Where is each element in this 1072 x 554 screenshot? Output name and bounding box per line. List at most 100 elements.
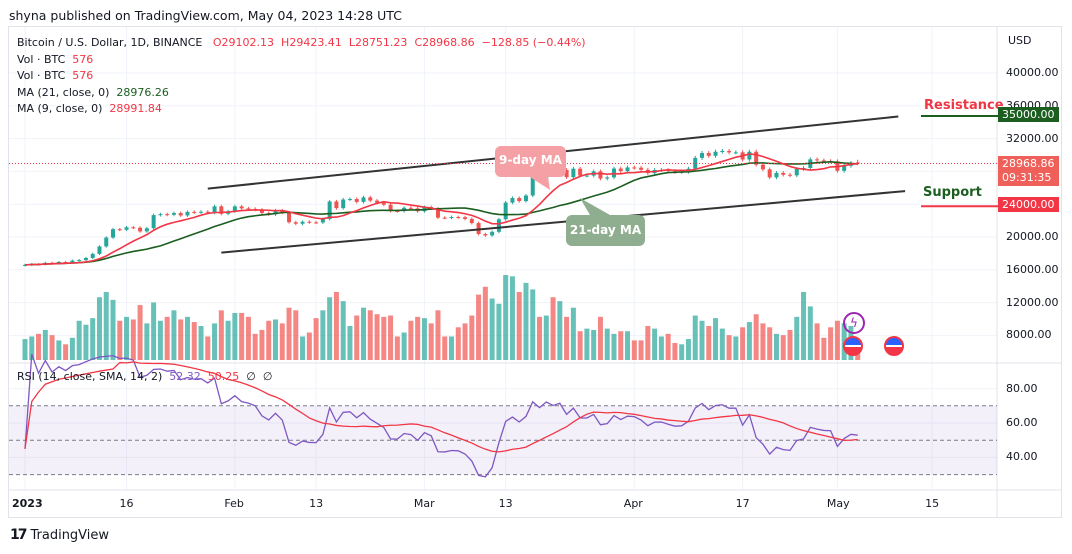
volume-bar xyxy=(638,340,644,360)
volume-bar xyxy=(76,320,82,360)
volume-bar xyxy=(787,329,793,360)
candle-body xyxy=(327,201,332,219)
ma21-value: 28976.26 xyxy=(116,86,169,99)
footer-brand[interactable]: TradingView xyxy=(30,527,110,543)
candle-body xyxy=(280,210,285,213)
candle-body xyxy=(158,214,163,216)
ma9-label: MA (9, close, 0) xyxy=(17,102,103,115)
volume-bar xyxy=(658,336,664,360)
volume-bar xyxy=(286,307,292,360)
time-tick: 13 xyxy=(498,497,513,510)
volume-bar xyxy=(455,327,461,360)
rsi-line xyxy=(24,353,858,478)
volume-bar xyxy=(245,316,251,360)
volume-bar xyxy=(279,323,285,360)
volume-bar xyxy=(516,292,522,360)
candle-body xyxy=(605,177,610,179)
price-tick: 12000.00 xyxy=(1006,295,1059,309)
volume-bar xyxy=(313,318,319,360)
symbol-title[interactable]: Bitcoin / U.S. Dollar, 1D, BINANCE xyxy=(17,36,203,49)
candle-body xyxy=(83,257,88,261)
volume-bar xyxy=(449,336,455,360)
time-tick: May xyxy=(826,497,850,510)
volume-bar xyxy=(191,322,197,360)
volume-bar xyxy=(266,320,272,360)
tradingview-logo-icon: 17 xyxy=(10,527,28,543)
time-tick: 16 xyxy=(119,497,134,510)
bar-countdown: 09:31:35 xyxy=(1002,171,1052,184)
volume-bar xyxy=(381,316,387,360)
rsi-legend[interactable]: RSI (14, close, SMA, 14, 2) 52.32 50.25 … xyxy=(17,370,272,383)
candle-body xyxy=(760,164,765,170)
volume-bar xyxy=(442,336,448,360)
candle-body xyxy=(165,214,170,216)
ma21-callout[interactable]: 21-day MA xyxy=(566,215,645,246)
volume-bar xyxy=(482,286,488,360)
candle-body xyxy=(63,262,68,264)
candle-body xyxy=(442,217,447,219)
volume-bar xyxy=(834,320,840,360)
volume-bar xyxy=(428,323,434,360)
candle-body xyxy=(693,157,698,169)
vol-legend-1[interactable]: Vol · BTC 576 xyxy=(17,53,93,66)
vol-legend-2[interactable]: Vol · BTC 576 xyxy=(17,69,93,82)
volume-bar xyxy=(557,301,563,360)
volume-bar xyxy=(340,301,346,360)
volume-bar xyxy=(489,298,495,360)
ma21-legend[interactable]: MA (21, close, 0) 28976.26 xyxy=(17,86,169,99)
rsi-tick: 60.00 xyxy=(1006,416,1038,429)
candle-body xyxy=(151,215,156,229)
volume-bar xyxy=(29,336,35,360)
candle-body xyxy=(713,151,718,156)
vol-label: Vol · BTC xyxy=(17,53,66,66)
volume-bar xyxy=(719,328,725,360)
volume-bar xyxy=(699,320,705,360)
candle-body xyxy=(205,211,210,213)
volume-bar xyxy=(740,327,746,360)
candle-body xyxy=(821,160,826,162)
candle-body xyxy=(395,211,400,213)
candle-body xyxy=(232,206,237,212)
candle-body xyxy=(510,198,515,203)
candle-body xyxy=(347,199,352,201)
candle-body xyxy=(855,162,860,164)
volume-bar xyxy=(618,331,624,360)
volume-bar xyxy=(137,305,143,360)
volume-bar xyxy=(320,310,326,360)
volume-bar xyxy=(178,319,184,360)
candle-body xyxy=(192,211,197,213)
ma9-legend[interactable]: MA (9, close, 0) 28991.84 xyxy=(17,102,162,115)
volume-bar xyxy=(767,327,773,360)
candle-body xyxy=(334,201,339,209)
ma9-callout[interactable]: 9-day MA xyxy=(495,146,566,177)
candle-body xyxy=(293,222,298,224)
lightning-event-icon[interactable]: ϟ xyxy=(843,312,865,334)
us-flag-event-icon[interactable] xyxy=(884,336,904,356)
volume-bar xyxy=(625,331,631,360)
volume-bar xyxy=(807,306,813,360)
candle-body xyxy=(496,219,501,232)
volume-bar xyxy=(83,324,89,360)
volume-bar xyxy=(476,294,482,360)
candle-body xyxy=(700,153,704,158)
volume-bar xyxy=(604,328,610,360)
volume-bar xyxy=(645,326,651,360)
candle-body xyxy=(56,262,61,264)
candle-body xyxy=(70,260,75,263)
rsi-value: 52.32 xyxy=(169,370,201,383)
candle-body xyxy=(307,221,312,223)
volume-bar xyxy=(496,303,502,360)
candle-body xyxy=(368,197,373,201)
volume-bar xyxy=(753,314,759,360)
volume-bar xyxy=(652,328,658,360)
volume-bar xyxy=(90,318,96,360)
volume-bar xyxy=(225,320,231,360)
volume-bar xyxy=(611,333,617,360)
candle-body xyxy=(131,227,136,229)
price-tick: 32000.00 xyxy=(1006,131,1059,145)
time-tick: 2023 xyxy=(12,497,43,510)
volume-bar xyxy=(388,315,394,360)
open-value: O29102.13 xyxy=(212,36,275,49)
us-flag-event-icon[interactable] xyxy=(843,336,863,356)
